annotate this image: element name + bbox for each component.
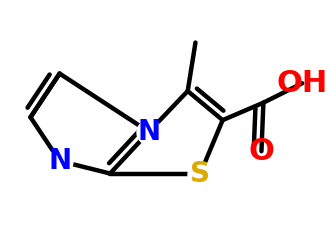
Text: S: S xyxy=(190,160,210,188)
Text: OH: OH xyxy=(277,69,328,98)
Text: N: N xyxy=(137,118,161,146)
Text: N: N xyxy=(48,147,71,175)
Text: O: O xyxy=(248,137,274,166)
